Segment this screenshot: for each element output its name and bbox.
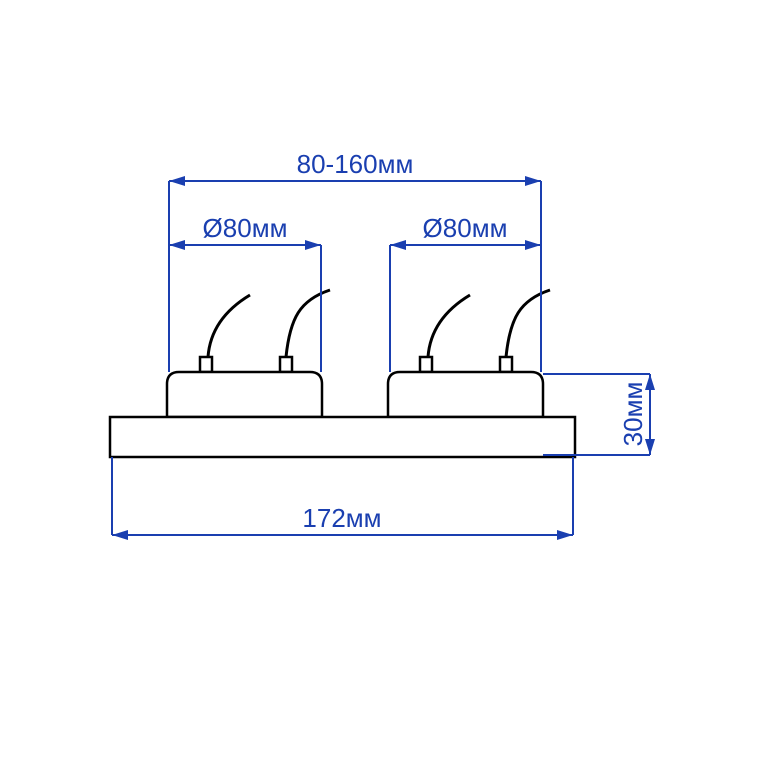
fixture-body-left xyxy=(167,372,322,417)
connector-tab xyxy=(420,357,432,372)
technical-drawing: 80-160мм Ø80мм Ø80мм 172мм 30мм xyxy=(0,0,769,769)
dimension-arrowhead xyxy=(169,240,185,250)
dimension-arrowhead xyxy=(525,240,541,250)
wire xyxy=(208,295,250,357)
connector-tab xyxy=(500,357,512,372)
wire xyxy=(428,295,470,357)
dimension-label: 30мм xyxy=(618,382,648,447)
dimension-arrowhead xyxy=(390,240,406,250)
base-plate xyxy=(110,417,575,457)
dimension-arrowhead xyxy=(169,176,185,186)
connector-tab xyxy=(200,357,212,372)
dimension-label: 80-160мм xyxy=(297,149,414,179)
dimension-arrowhead xyxy=(112,530,128,540)
fixture-body-right xyxy=(388,372,543,417)
dimension-arrowhead xyxy=(525,176,541,186)
dimension-label: 172мм xyxy=(302,503,381,533)
dimension-label: Ø80мм xyxy=(423,213,508,243)
dimension-arrowhead xyxy=(305,240,321,250)
connector-tab xyxy=(280,357,292,372)
wire xyxy=(286,290,330,357)
dimension-arrowhead xyxy=(557,530,573,540)
wire xyxy=(506,290,550,357)
dimension-label: Ø80мм xyxy=(203,213,288,243)
